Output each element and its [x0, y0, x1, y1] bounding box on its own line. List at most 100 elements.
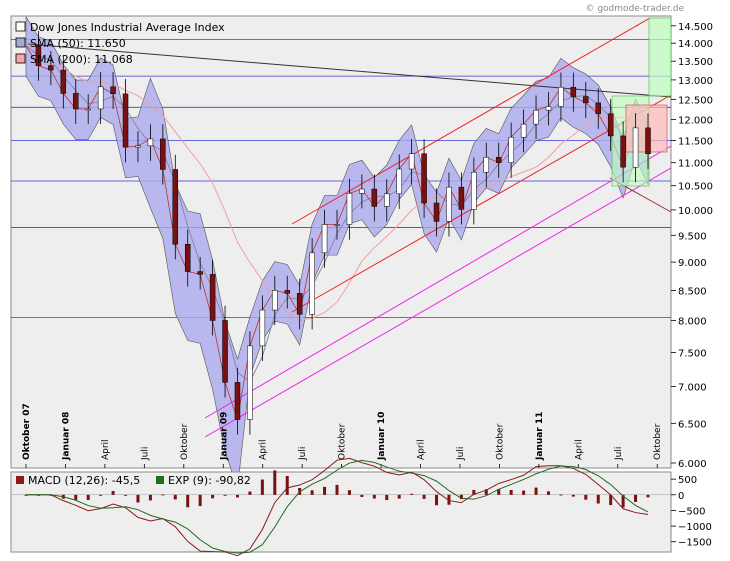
macd-y-tick-label: −500 — [678, 506, 705, 517]
candle-body — [607, 113, 614, 137]
candle-body — [346, 193, 353, 225]
candle-body — [545, 106, 552, 111]
y-tick-label: 10.500 — [678, 182, 713, 193]
x-tick-label: April — [574, 439, 584, 460]
candle-body — [247, 345, 253, 420]
x-tick-label: Juli — [614, 447, 624, 461]
x-tick-label: Oktober — [653, 423, 663, 460]
macd-histogram-bar — [447, 494, 451, 505]
macd-histogram-bar — [198, 494, 202, 507]
macd-histogram-bar — [235, 494, 239, 498]
candle-body — [371, 188, 378, 207]
macd-histogram-bar — [534, 487, 538, 495]
x-tick-label: Januar 11 — [535, 412, 545, 461]
candle-body — [558, 86, 564, 107]
candle-body — [533, 109, 539, 125]
sma200-line — [25, 45, 649, 321]
macd-histogram-bar — [397, 494, 401, 499]
candle-body — [359, 188, 365, 194]
macd-histogram-bar — [410, 493, 414, 495]
macd-legend: MACD (12,26): -45,5 EXP (9): -90,82 — [16, 474, 251, 487]
resistance-trend-line — [27, 43, 672, 98]
x-tick-label: April — [417, 439, 427, 460]
macd-histogram-bar — [148, 494, 152, 501]
candle-body — [259, 309, 266, 347]
y-tick-label: 9.000 — [678, 258, 707, 269]
macd-line — [26, 457, 649, 557]
legend-sma200-swatch — [15, 53, 26, 64]
candle-body — [620, 135, 626, 168]
macd-y-tick-label: 500 — [678, 475, 697, 486]
legend: Dow Jones Industrial Average Index SMA (… — [15, 21, 225, 66]
y-tick-label: 6.000 — [678, 459, 707, 470]
macd-histogram-bar — [385, 494, 389, 501]
x-tick-label: Januar 10 — [377, 412, 387, 461]
y-tick-label: 13.000 — [678, 76, 713, 87]
candle-body — [384, 193, 390, 207]
macd-histogram-bar — [360, 494, 364, 497]
y-tick-label: 10.000 — [678, 206, 713, 217]
channel-lower-line — [291, 94, 672, 313]
x-tick-label: Oktober — [180, 423, 190, 460]
support-line-lower — [204, 167, 672, 438]
y-tick-label: 12.000 — [678, 116, 713, 127]
candle-body — [458, 186, 465, 210]
macd-legend-label: MACD (12,26): -45,5 — [28, 474, 140, 487]
candle-body — [471, 171, 477, 210]
candle-body — [147, 138, 154, 147]
watermark: © godmode-trader.de — [585, 4, 684, 14]
macd-histogram-bar — [99, 494, 103, 496]
candle-body — [184, 244, 191, 272]
y-tick-label: 14.500 — [678, 22, 713, 33]
macd-histogram-bar — [124, 494, 128, 496]
x-tick-label: Januar 09 — [219, 412, 229, 461]
y-tick-label: 8.000 — [678, 316, 707, 327]
macd-histogram-bar — [86, 494, 90, 500]
macd-histogram-bar — [186, 494, 190, 508]
target-box-green — [648, 17, 672, 97]
macd-histogram-bar — [621, 494, 625, 508]
y-tick-label: 6.500 — [678, 419, 707, 430]
candle-body — [595, 102, 601, 115]
candle-body — [433, 202, 440, 222]
y-tick-label: 14.000 — [678, 39, 713, 50]
macd-histogram-bar — [173, 494, 177, 500]
candle-body — [60, 69, 67, 94]
candle-body — [172, 169, 179, 245]
main-x-axis: Oktober 07 Januar 08 April Juli Oktober Janua… — [22, 403, 663, 468]
candle-body — [160, 138, 166, 170]
macd-histogram-bar — [634, 494, 638, 502]
exp-legend-swatch — [156, 476, 164, 484]
macd-y-axis: 500 0 −500 −1000 −1500 — [671, 475, 712, 549]
macd-plot-area — [10, 471, 672, 553]
candle-body — [309, 252, 315, 315]
macd-histogram-bar — [260, 479, 264, 495]
macd-histogram-bar — [559, 494, 563, 496]
candle-body — [73, 93, 79, 110]
macd-series — [11, 457, 671, 557]
x-tick-label: April — [259, 439, 269, 460]
candle-body — [396, 168, 402, 195]
legend-sma50: SMA (50): 11.650 — [30, 37, 126, 50]
candle-body — [334, 224, 340, 226]
x-tick-label: Oktober 07 — [22, 403, 32, 460]
x-tick-label: April — [101, 439, 111, 460]
x-tick-label: Juli — [456, 447, 466, 461]
macd-histogram-bar — [372, 494, 376, 499]
candle-body — [222, 320, 228, 383]
macd-histogram-bar — [435, 494, 439, 506]
candle-body — [570, 86, 577, 97]
candles — [35, 31, 651, 435]
y-tick-label: 8.500 — [678, 286, 707, 297]
candle-body — [48, 65, 54, 71]
candle-body — [97, 86, 104, 110]
x-tick-label: Januar 08 — [61, 412, 71, 461]
macd-histogram-bar — [223, 494, 227, 496]
candle-body — [296, 293, 303, 315]
macd-y-tick-label: 0 — [678, 491, 684, 502]
x-tick-label: Juli — [298, 447, 308, 461]
macd-histogram-bar — [211, 494, 215, 499]
candle-body — [110, 86, 116, 95]
macd-histogram-bar — [571, 494, 575, 497]
candle-body — [85, 108, 91, 111]
